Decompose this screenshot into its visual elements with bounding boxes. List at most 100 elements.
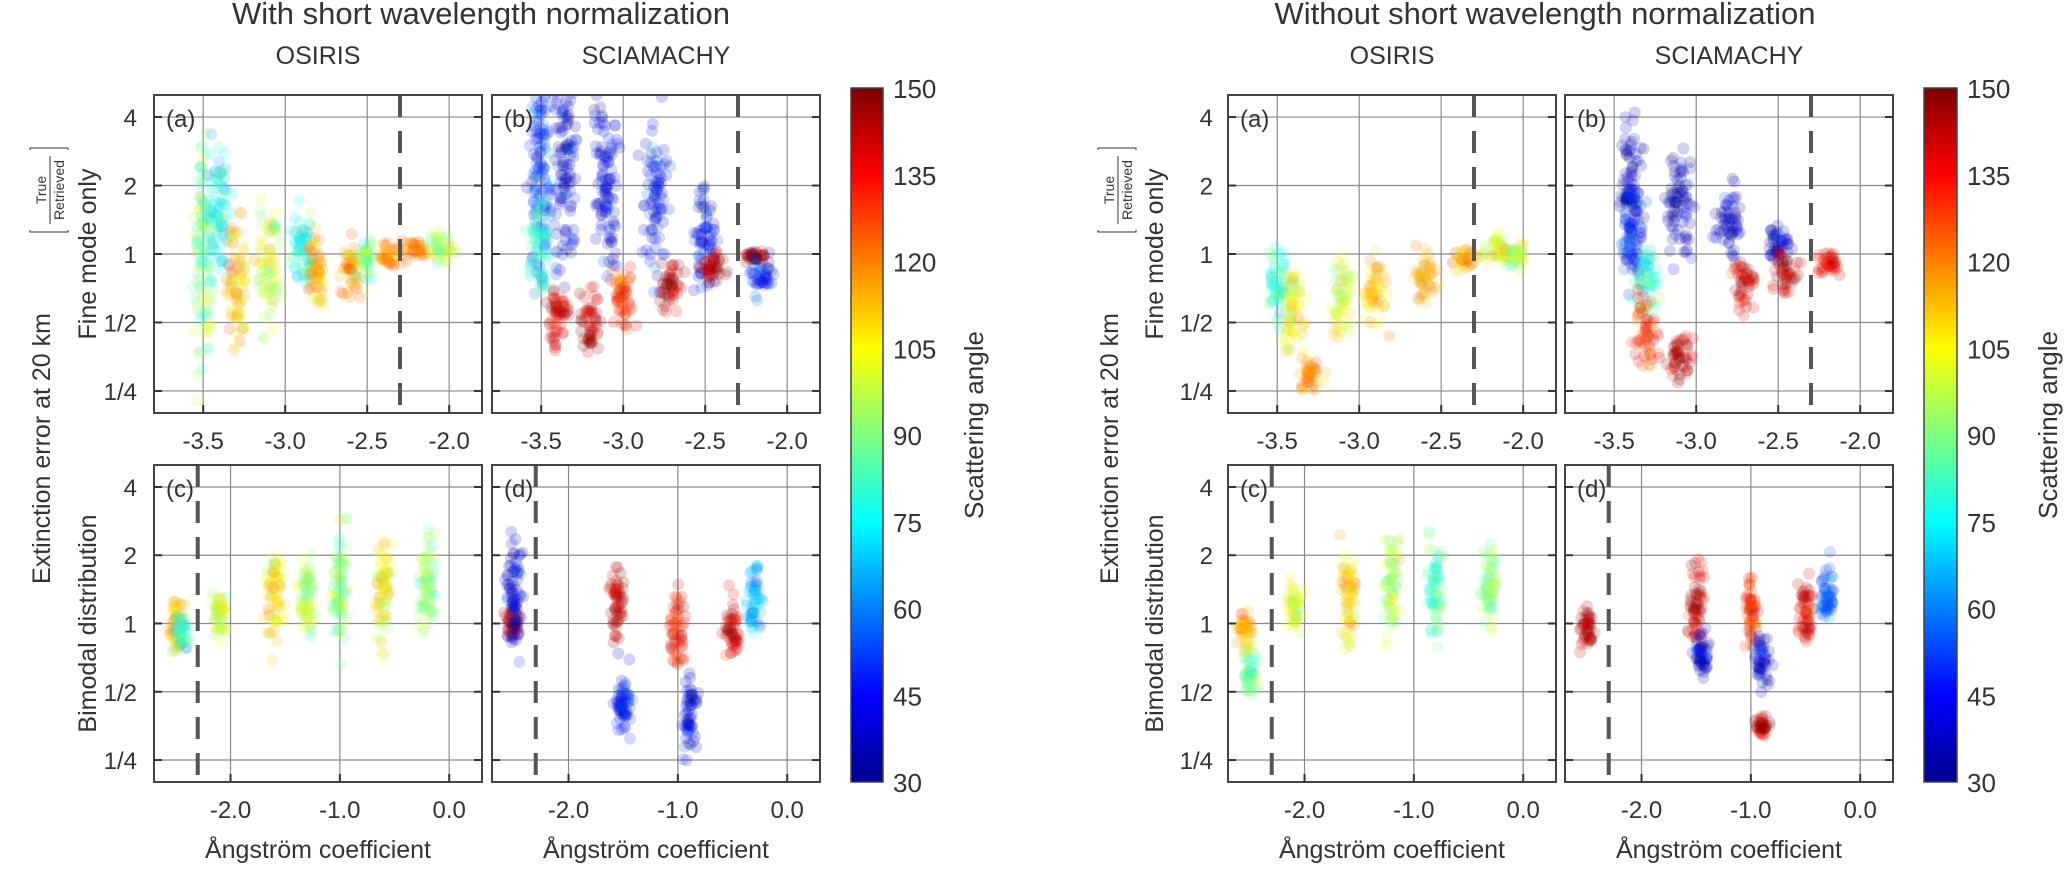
data-point [747, 248, 760, 261]
data-point [684, 699, 697, 712]
data-point [266, 283, 279, 296]
data-point [227, 311, 240, 324]
data-point [535, 47, 547, 59]
data-point [257, 287, 270, 300]
data-point [1343, 596, 1356, 609]
panel-label: (a) [166, 106, 195, 133]
data-point [557, 295, 570, 308]
data-point [565, 80, 577, 92]
data-point [1287, 299, 1300, 312]
data-point [1642, 330, 1655, 343]
x-tick-label: 0.0 [433, 797, 466, 824]
data-point [539, 296, 552, 309]
data-point [1286, 613, 1299, 626]
data-point [1695, 585, 1708, 598]
data-point [531, 203, 544, 216]
data-point [421, 583, 434, 596]
data-point [219, 591, 232, 604]
data-point [536, 219, 549, 232]
data-point [333, 583, 346, 596]
data-point [379, 593, 392, 606]
data-point [1682, 609, 1695, 622]
data-point [194, 273, 207, 286]
data-point [615, 700, 628, 713]
panel-label: (c) [166, 476, 194, 503]
y-tick-label: 1 [124, 242, 137, 269]
data-point [1345, 278, 1358, 291]
data-point [1373, 260, 1386, 273]
colorbar-tick-label: 45 [1967, 681, 1996, 711]
x-tick-label: -2.5 [1421, 428, 1462, 455]
data-point [686, 688, 699, 701]
data-point [1644, 347, 1657, 360]
data-point [599, 200, 612, 213]
data-point [328, 550, 341, 563]
data-point [429, 232, 442, 245]
data-point [1424, 592, 1437, 605]
data-point [530, 199, 543, 212]
data-point [1763, 242, 1776, 255]
data-point [532, 210, 545, 223]
data-point [1276, 281, 1289, 294]
data-point [1820, 255, 1833, 268]
data-point [1366, 292, 1379, 305]
data-point [1686, 567, 1699, 580]
data-point [406, 237, 419, 250]
y-tick-label: 1/4 [1180, 379, 1213, 406]
data-point [526, 233, 539, 246]
data-point [213, 622, 226, 635]
data-point [511, 618, 524, 631]
data-point [297, 224, 310, 237]
data-point [301, 601, 314, 614]
data-point [750, 247, 763, 260]
data-point [532, 168, 545, 181]
data-point [531, 240, 544, 253]
data-point [661, 278, 674, 291]
data-point [299, 276, 312, 289]
data-point [312, 292, 325, 305]
data-point [1242, 636, 1255, 649]
data-point [277, 614, 290, 627]
data-point [1681, 624, 1694, 637]
data-point [542, 183, 555, 196]
data-point [293, 233, 306, 246]
data-point [239, 262, 252, 275]
data-point [1690, 588, 1703, 601]
data-point [668, 644, 681, 657]
data-point [742, 249, 755, 262]
data-point [552, 293, 565, 306]
data-point [1619, 235, 1632, 248]
data-point [432, 233, 445, 246]
data-point [703, 276, 716, 289]
data-point [567, 235, 580, 248]
data-point [1265, 284, 1278, 297]
data-point [1370, 262, 1383, 275]
data-point [1674, 156, 1687, 169]
data-point [1246, 626, 1259, 639]
data-point [446, 246, 459, 259]
data-point [1643, 285, 1656, 298]
data-point [1794, 256, 1807, 269]
data-point [685, 688, 698, 701]
data-point [533, 235, 546, 248]
data-point [316, 262, 329, 275]
data-point [1292, 603, 1305, 616]
data-point [304, 273, 317, 286]
data-point [203, 208, 216, 221]
data-point [378, 613, 391, 626]
data-point [1776, 278, 1789, 291]
data-point [1265, 268, 1278, 281]
data-point [745, 612, 758, 625]
data-point [266, 294, 279, 307]
data-point [1340, 270, 1353, 283]
data-point [645, 223, 658, 236]
data-point [617, 295, 630, 308]
data-point [1334, 284, 1347, 297]
data-point [311, 297, 324, 310]
data-point [1339, 580, 1352, 593]
data-point [191, 233, 204, 246]
data-point [298, 608, 311, 621]
data-point [695, 253, 708, 266]
data-point [328, 624, 341, 637]
data-point [1695, 555, 1708, 568]
